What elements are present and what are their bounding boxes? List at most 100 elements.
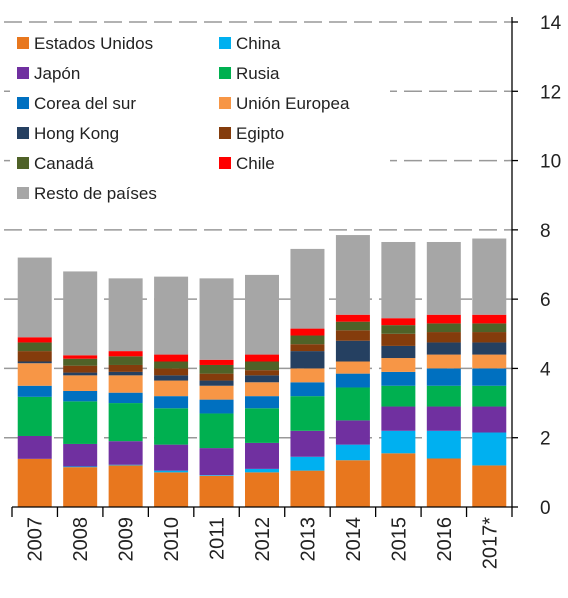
bar-segment: [472, 332, 507, 343]
bar-segment: [290, 248, 325, 329]
bar-segment: [154, 368, 189, 376]
bar-segment: [472, 323, 507, 333]
bar-segment: [199, 380, 234, 386]
bar-segment: [154, 375, 189, 381]
bar-segment: [472, 354, 507, 369]
bar-segment: [245, 370, 279, 376]
y-tick-label: 2: [540, 429, 551, 450]
legend-label: Corea del sur: [34, 94, 136, 113]
bar-segment: [426, 368, 461, 386]
bar-segment: [199, 413, 234, 449]
bar-segment: [154, 354, 189, 362]
bar-segment: [63, 467, 98, 507]
legend-swatch: [17, 157, 29, 169]
legend-swatch: [219, 67, 231, 79]
x-tick-label: 2010: [161, 517, 183, 562]
bar-segment: [381, 358, 416, 372]
bar-segment: [426, 354, 461, 369]
bar-segment: [108, 351, 143, 357]
legend-swatch: [17, 37, 29, 49]
legend-swatch: [17, 97, 29, 109]
bar-segment: [17, 435, 52, 459]
bar-segment: [245, 472, 279, 507]
bar-segment: [108, 441, 143, 465]
y-tick-label: 0: [540, 498, 551, 519]
bar-segment: [290, 328, 325, 336]
legend-swatch: [219, 37, 231, 49]
bar-segment: [108, 375, 143, 393]
bar-segment: [290, 456, 325, 471]
x-tick-label: 2016: [434, 517, 456, 562]
bar-segment: [290, 368, 325, 383]
bar-segment: [108, 392, 143, 404]
x-tick-label: 2007: [25, 517, 47, 562]
bar-segment: [426, 342, 461, 355]
legend-label: Resto de países: [34, 184, 157, 203]
bar-segment: [245, 354, 279, 362]
bar-segment: [426, 323, 461, 333]
bar-segment: [63, 466, 98, 468]
y-tick-label: 10: [540, 152, 561, 173]
bar-segment: [63, 271, 98, 356]
bar-segment: [381, 406, 416, 431]
bar-segment: [17, 342, 52, 352]
bar-segment: [108, 465, 143, 507]
bar-segment: [17, 396, 52, 436]
bar-segment: [381, 371, 416, 386]
bar-segment: [426, 385, 461, 407]
bar-segment: [245, 274, 279, 355]
bar-segment: [335, 314, 370, 322]
bar-segment: [381, 385, 416, 407]
bar-segment: [472, 238, 507, 315]
legend-swatch: [17, 127, 29, 139]
bar-segment: [426, 406, 461, 431]
legend-label: Egipto: [236, 124, 284, 143]
bar-segment: [17, 351, 52, 362]
bar-segment: [290, 382, 325, 397]
bar-segment: [63, 358, 98, 366]
bar-segment: [472, 432, 507, 466]
bar-segment: [154, 472, 189, 507]
bar-segment: [154, 361, 189, 369]
bar-segment: [381, 318, 416, 326]
legend-label: Hong Kong: [34, 124, 119, 143]
bar-segment: [290, 470, 325, 507]
x-tick-label: 2013: [297, 517, 319, 562]
bar-segment: [108, 356, 143, 365]
bar-segment: [290, 344, 325, 352]
bar-segment: [245, 382, 279, 397]
legend-label: Estados Unidos: [34, 34, 153, 53]
legend-label: Canadá: [34, 154, 94, 173]
bar-segment: [63, 355, 98, 359]
bar-segment: [472, 465, 507, 507]
x-tick-label: 2008: [70, 517, 92, 562]
bar-segment: [335, 235, 370, 315]
bar-segment: [63, 372, 98, 376]
bar-segment: [17, 337, 52, 343]
bar-segment: [290, 351, 325, 369]
bar-segment: [335, 444, 370, 461]
bar-segment: [63, 375, 98, 391]
bar-segment: [426, 241, 461, 315]
bar-segment: [335, 373, 370, 388]
legend-label: Unión Europea: [236, 94, 350, 113]
bar-segment: [245, 408, 279, 443]
legend-swatch: [219, 127, 231, 139]
bar-segment: [108, 364, 143, 372]
bar-segment: [290, 430, 325, 457]
bar-segment: [426, 314, 461, 324]
bar-segment: [381, 345, 416, 359]
bar-segment: [472, 314, 507, 324]
bar-segment: [426, 430, 461, 459]
bar-segment: [335, 321, 370, 331]
legend-background: [10, 28, 390, 208]
legend-label: China: [236, 34, 281, 53]
bar-segment: [245, 361, 279, 371]
bar-segment: [290, 396, 325, 431]
bar-segment: [245, 442, 279, 469]
bar-segment: [17, 363, 52, 386]
bar-segment: [381, 241, 416, 319]
bar-segment: [199, 373, 234, 381]
bar-segment: [199, 278, 234, 360]
